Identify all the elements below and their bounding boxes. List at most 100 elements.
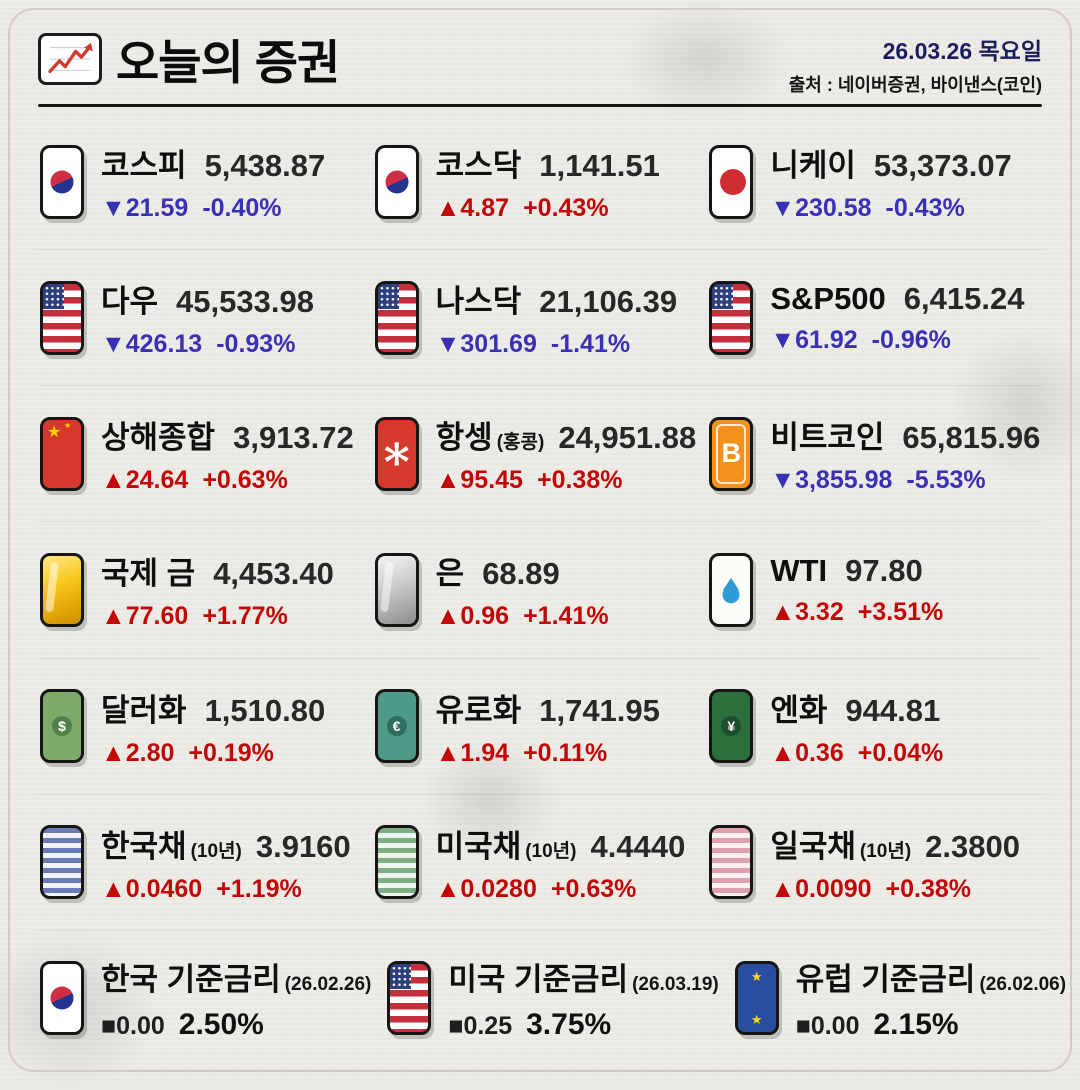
korea-flag-icon <box>40 144 84 219</box>
market-change: ▲0.0090 <box>770 874 872 903</box>
market-value: 4,453.40 <box>213 556 334 592</box>
market-suffix: (26.02.06) <box>979 974 1067 996</box>
market-change: ▲24.64 <box>101 466 189 495</box>
market-suffix: (홍콩) <box>496 432 545 454</box>
market-change-pct: -5.53% <box>906 466 986 495</box>
cell-rate-kr: 한국 기준금리 (26.02.26) ■0.00 2.50% <box>38 954 385 1042</box>
market-value: 2.3800 <box>925 828 1020 864</box>
market-name: 코스닥 <box>435 148 522 184</box>
market-value: 65,815.96 <box>902 420 1041 456</box>
market-change-line: ▲0.96 +1.41% <box>436 602 609 631</box>
market-value: 68.89 <box>482 556 560 592</box>
cell-bond-jp: 일국채 (10년) 2.3800 ▲0.0090 +0.38% <box>707 821 1042 904</box>
market-name: 일국채 <box>770 828 856 864</box>
us-bond-icon <box>374 825 419 900</box>
market-name: WTI <box>770 552 828 588</box>
market-name: 한국채 <box>101 828 187 864</box>
market-name: S&P500 <box>770 280 886 316</box>
market-change-pct: +0.19% <box>188 738 274 767</box>
market-name: 은 <box>435 556 465 592</box>
cell-kospi: 코스피 5,438.87 ▼21.59 -0.40% <box>38 140 373 223</box>
china-flag-icon <box>40 416 84 491</box>
market-change-line: ▲1.94 +0.11% <box>436 739 660 768</box>
cell-rate-eu: 유럽 기준금리(26.02.06) ■0.00 2.15% <box>733 954 1080 1042</box>
market-row: 상해종합 3,913.72 ▲24.64 +0.63% 항셍(홍콩) 24,951.8… <box>38 385 1042 521</box>
market-change-pct: +0.11% <box>523 738 608 767</box>
market-value: 5,438.87 <box>204 148 326 184</box>
market-value: 1,510.80 <box>204 692 326 728</box>
bitcoin-icon <box>709 416 754 491</box>
market-value: 53,373.07 <box>873 148 1012 184</box>
market-change-line: ■0.00 2.50% <box>101 1008 385 1042</box>
market-change-line: ▼21.59 -0.40% <box>101 194 325 223</box>
market-change-line: ▼230.58 -0.43% <box>770 194 1011 223</box>
market-change: ▲77.60 <box>101 602 189 631</box>
market-change: ▲4.87 <box>435 194 510 223</box>
cell-shanghai: 상해종합 3,913.72 ▲24.64 +0.63% <box>38 412 373 495</box>
cell-wti: WTI 97.80 ▲3.32 +3.51% <box>707 552 1042 627</box>
market-value: 1,741.95 <box>539 692 660 728</box>
market-name: 코스피 <box>101 148 187 184</box>
market-change: ▲0.96 <box>435 602 510 631</box>
header: 오늘의 증권 26.03.26 목요일 출처 : 네이버증권, 바이낸스(코인) <box>38 24 1042 97</box>
silver-bar-icon <box>374 552 419 627</box>
market-change-pct: +0.63% <box>202 466 288 495</box>
market-name: 비트코인 <box>770 420 885 456</box>
cell-hangseng: 항셍(홍콩) 24,951.88 ▲95.45 +0.38% <box>373 412 708 495</box>
market-row: 코스피 5,438.87 ▼21.59 -0.40% 코스닥 1,141.51 ▲4.… <box>38 114 1042 249</box>
data-source: 출처 : 네이버증권, 바이낸스(코인) <box>788 75 1042 95</box>
market-change-pct: 2.50% <box>178 1008 264 1042</box>
market-suffix: (26.03.19) <box>632 974 719 996</box>
cell-nasdaq: 나스닥 21,106.39 ▼301.69 -1.41% <box>373 276 708 359</box>
cell-dow: 다우 45,533.98 ▼426.13 -0.93% <box>38 276 373 359</box>
market-change-pct: -0.43% <box>885 194 965 223</box>
market-change-line: ▲0.0280 +0.63% <box>436 875 686 904</box>
us-flag-icon <box>387 961 432 1036</box>
market-change-line: ▲0.36 +0.04% <box>770 739 943 768</box>
market-row: 한국 기준금리 (26.02.26) ■0.00 2.50% 미국 기준금리 (26.… <box>38 929 1066 1066</box>
market-value: 24,951.88 <box>558 420 697 456</box>
us-flag-icon <box>709 280 754 355</box>
market-change-line: ▼301.69 -1.41% <box>436 330 677 359</box>
market-name: 미국채 <box>435 828 522 864</box>
market-change: ▲1.94 <box>435 738 510 767</box>
cell-bitcoin: 비트코인 65,815.96 ▼3,855.98 -5.53% <box>707 412 1042 495</box>
cell-gold: 국제 금 4,453.40 ▲77.60 +1.77% <box>38 548 373 631</box>
market-value: 944.81 <box>845 692 941 728</box>
dollar-bill-icon <box>40 689 84 764</box>
us-flag-icon <box>40 280 84 355</box>
korea-bond-icon <box>40 825 84 900</box>
market-change: ▲3.32 <box>770 597 844 626</box>
market-change: ■0.00 <box>101 1012 165 1041</box>
market-change: ▼61.92 <box>770 325 858 354</box>
market-value: 6,415.24 <box>903 280 1025 316</box>
cell-jpy: 엔화 944.81 ▲0.36 +0.04% <box>707 685 1042 768</box>
market-change: ▼426.13 <box>101 330 203 359</box>
market-change-pct: -1.41% <box>550 330 631 359</box>
market-name: 한국 기준금리 <box>101 962 281 998</box>
market-change-line: ■0.25 3.75% <box>448 1008 732 1042</box>
market-name: 나스닥 <box>435 284 522 320</box>
market-change-pct: +0.38% <box>885 874 972 903</box>
market-value: 21,106.39 <box>539 284 678 320</box>
market-suffix: (10년) <box>525 840 577 862</box>
cell-rate-us: 미국 기준금리 (26.03.19) ■0.25 3.75% <box>385 954 732 1042</box>
cell-eur: 유로화 1,741.95 ▲1.94 +0.11% <box>373 685 708 768</box>
market-change: ▼21.59 <box>101 194 189 223</box>
market-change-line: ▲4.87 +0.43% <box>436 194 660 223</box>
market-change: ▲0.0460 <box>101 874 203 903</box>
market-value: 3,913.72 <box>233 420 354 456</box>
market-value: 1,141.51 <box>539 148 660 184</box>
euro-bill-icon <box>374 689 419 764</box>
market-change-pct: +0.38% <box>536 466 623 495</box>
cell-kosdaq: 코스닥 1,141.51 ▲4.87 +0.43% <box>373 140 708 223</box>
market-change-pct: -0.96% <box>871 325 951 354</box>
market-change-line: ▲95.45 +0.38% <box>436 466 697 495</box>
japan-bond-icon <box>709 825 754 900</box>
market-name: 미국 기준금리 <box>448 962 629 998</box>
market-change: ▲95.45 <box>435 466 523 495</box>
market-name: 유럽 기준금리 <box>795 962 976 998</box>
header-divider <box>38 104 1042 107</box>
market-change-line: ▲3.32 +3.51% <box>770 598 943 627</box>
market-change-pct: -0.40% <box>202 194 282 223</box>
